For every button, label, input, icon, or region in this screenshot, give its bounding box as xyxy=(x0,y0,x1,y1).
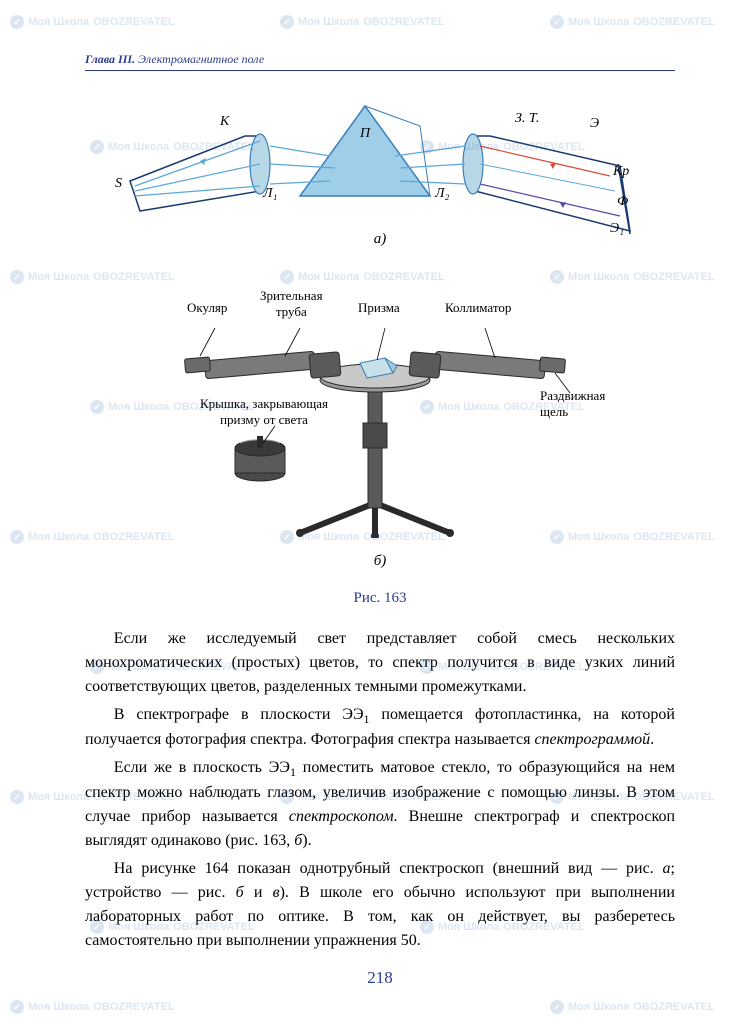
label-E: Э xyxy=(590,116,599,132)
label-E1: Э₁ xyxy=(610,221,624,237)
paragraph-1: Если же исследуемый свет представляет со… xyxy=(85,627,675,699)
page-number: 218 xyxy=(85,968,675,988)
chapter-label: Глава III. xyxy=(85,52,135,66)
label-okular: Окуляр xyxy=(187,300,227,316)
label-slit: Раздвижная щель xyxy=(540,388,605,420)
chapter-title: Электромагнитное поле xyxy=(138,52,264,66)
label-P: П xyxy=(360,126,370,142)
label-ZT: З. Т. xyxy=(515,111,539,127)
label-F: Ф xyxy=(617,194,628,210)
label-S: S xyxy=(115,176,122,192)
label-K: К xyxy=(220,114,229,130)
label-prism: Призма xyxy=(358,300,400,316)
page-content: Глава III. Электромагнитное поле xyxy=(0,0,750,1028)
paragraph-4: На рисунке 164 показан однотрубный спект… xyxy=(85,857,675,953)
figure-caption: Рис. 163 xyxy=(85,590,675,607)
optical-diagram-a: S К Л₁ П Л₂ З. Т. Э Кр Ф Э₁ а) xyxy=(85,86,675,248)
spectroscope-diagram-b: Окуляр Зрительная труба Призма Коллимато… xyxy=(85,268,675,570)
label-collimator: Коллиматор xyxy=(445,300,511,316)
label-L2: Л₂ xyxy=(435,186,449,202)
label-cover: Крышка, закрывающая призму от света xyxy=(200,396,328,428)
label-Kr: Кр xyxy=(613,164,629,180)
paragraph-3: Если же в плоскость ЭЭ1 поместить матово… xyxy=(85,756,675,853)
sublabel-b: б) xyxy=(85,553,675,570)
label-L1: Л₁ xyxy=(263,186,277,202)
body-text: Если же исследуемый свет представляет со… xyxy=(85,627,675,953)
label-tube: Зрительная труба xyxy=(260,288,323,320)
paragraph-2: В спектрографе в плоскости ЭЭ1 помещаетс… xyxy=(85,703,675,752)
page-header: Глава III. Электромагнитное поле xyxy=(85,50,675,71)
